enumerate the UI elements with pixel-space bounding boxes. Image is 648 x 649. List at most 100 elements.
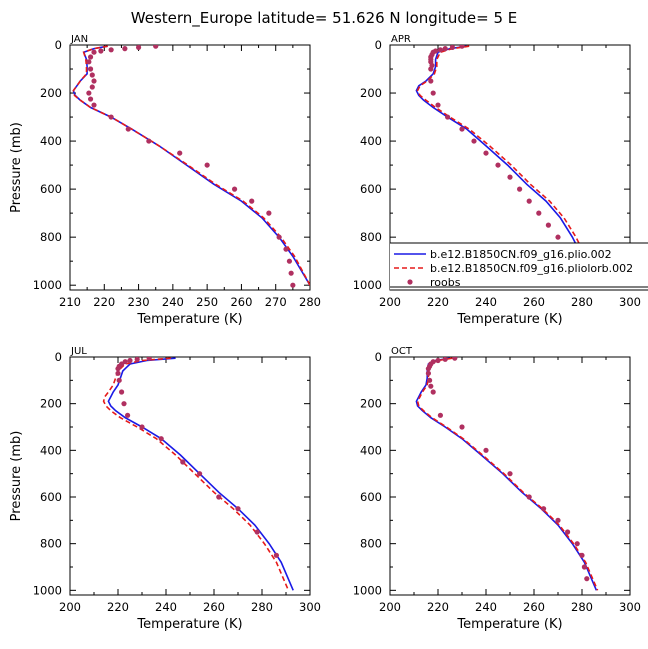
roobs-point	[459, 45, 465, 49]
roobs-point	[555, 234, 561, 240]
roobs-point	[115, 370, 121, 376]
roobs-point	[427, 377, 433, 383]
panel-label: OCT	[391, 346, 413, 357]
y-tick-label: 800	[40, 230, 62, 244]
panels: 210 220 230 240 250 260 270 280 0 200 400 600 800 100…	[9, 34, 641, 632]
y-tick-label: 600	[40, 182, 62, 196]
roobs-point	[483, 447, 489, 453]
panel-jan: 210 220 230 240 250 260 270 280 0 200 400 600 800 100…	[9, 34, 321, 327]
x-tick-label: 240	[475, 600, 497, 614]
roobs-point	[231, 186, 238, 192]
roobs-point	[442, 357, 448, 362]
roobs-point	[584, 576, 590, 582]
roobs-point	[288, 270, 294, 276]
legend: b.e12.B1850CN.f09_g16.plio.002b.e12.B185…	[390, 242, 648, 291]
y-tick-label: 400	[360, 443, 382, 457]
roobs-point	[254, 529, 260, 535]
panel-apr: 200 220 240 260 280 300 0 200 400 600 800 1000 APR Te…	[353, 34, 641, 327]
roobs-point	[430, 90, 436, 96]
y-tick-label: 600	[360, 182, 382, 196]
series-group	[102, 357, 294, 591]
x-tick-label: 220	[427, 600, 449, 614]
series-line-plio	[415, 357, 598, 591]
roobs-point	[430, 389, 436, 395]
roobs-point	[91, 102, 97, 108]
roobs-point	[507, 174, 513, 180]
x-tick-label: 220	[427, 295, 449, 309]
roobs-point	[459, 126, 465, 132]
y-tick-label: 1000	[33, 278, 62, 292]
y-axis-label: Pressure (mb)	[9, 431, 24, 522]
roobs-point	[276, 234, 282, 240]
y-tick-label: 400	[40, 134, 62, 148]
roobs-point	[87, 54, 94, 60]
roobs-point	[435, 102, 441, 108]
roobs-point	[437, 47, 443, 53]
y-axis-label: Pressure (mb)	[9, 122, 24, 213]
roobs-point	[286, 258, 293, 264]
roobs-point	[235, 506, 241, 512]
y-tick-label: 200	[40, 86, 62, 100]
roobs-point	[555, 517, 561, 523]
x-tick-label: 280	[251, 600, 273, 614]
panel-label: JUL	[70, 346, 87, 357]
roobs-point	[449, 45, 455, 51]
roobs-point	[86, 90, 92, 96]
roobs-point	[146, 138, 152, 144]
series-line-pliolorb	[72, 45, 310, 286]
y-tick-label: 1000	[33, 583, 62, 597]
roobs-point	[290, 282, 296, 288]
roobs-point	[425, 366, 431, 372]
roobs-point	[536, 210, 542, 216]
roobs-point	[197, 471, 203, 477]
y-tick-label: 200	[360, 86, 382, 100]
series-line-plio	[415, 45, 593, 286]
x-tick-label: 210	[59, 295, 81, 309]
x-axis-label: Temperature (K)	[456, 312, 562, 327]
roobs-point	[437, 412, 443, 418]
x-tick-label: 240	[475, 295, 497, 309]
y-tick-label: 400	[360, 134, 382, 148]
y-tick-label: 800	[40, 537, 62, 551]
roobs-point	[87, 66, 94, 72]
roobs-point	[459, 424, 465, 430]
figure-title: Western_Europe latitude= 51.626 N longit…	[131, 9, 517, 28]
roobs-point	[115, 366, 121, 372]
x-tick-label: 200	[59, 600, 81, 614]
roobs-point	[134, 357, 140, 362]
legend-entry-label: roobs	[430, 276, 461, 289]
y-tick-label: 800	[360, 537, 382, 551]
series-line-plio	[72, 45, 310, 286]
panel-oct: 200 220 240 260 280 300 0 200 400 600 800 1000 OCT Te…	[353, 346, 641, 632]
roobs-point	[517, 186, 523, 192]
y-tick-label: 800	[360, 230, 382, 244]
roobs-point	[125, 126, 131, 132]
legend-background	[390, 243, 648, 290]
x-tick-label: 270	[265, 295, 287, 309]
x-axis-label: Temperature (K)	[136, 312, 242, 327]
roobs-point	[121, 401, 127, 407]
roobs-point	[180, 459, 186, 465]
y-tick-label: 600	[40, 490, 62, 504]
x-axis-label: Temperature (K)	[456, 617, 562, 632]
y-tick-label: 200	[40, 397, 62, 411]
x-axis-label: Temperature (K)	[136, 617, 242, 632]
roobs-point	[116, 377, 122, 383]
roobs-point	[91, 49, 97, 55]
roobs-point	[471, 138, 477, 144]
series-group	[72, 45, 310, 288]
x-tick-label: 200	[379, 600, 401, 614]
x-tick-label: 240	[162, 295, 184, 309]
roobs-point	[445, 114, 451, 120]
y-tick-label: 1000	[353, 583, 382, 597]
roobs-point	[283, 246, 289, 252]
x-tick-label: 280	[571, 295, 593, 309]
series-line-pliolorb	[416, 45, 596, 286]
series-line-pliolorb	[102, 357, 290, 591]
panel-label: JAN	[70, 34, 88, 45]
x-tick-label: 300	[299, 600, 321, 614]
roobs-point	[119, 389, 125, 395]
roobs-point	[86, 59, 92, 65]
roobs-point	[91, 78, 97, 84]
